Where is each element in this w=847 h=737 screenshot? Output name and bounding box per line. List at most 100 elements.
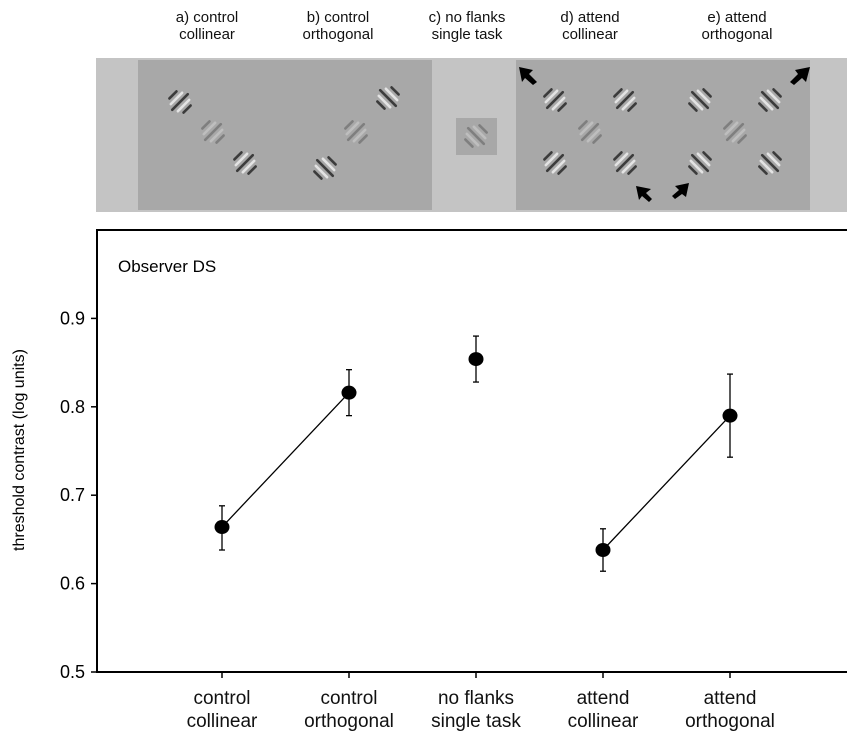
gabor-stripe: [696, 89, 711, 104]
gabor-stripe: [557, 165, 567, 175]
gabor-stripe: [466, 126, 486, 146]
gabor: [233, 151, 257, 175]
arrow: [790, 67, 810, 85]
panel-square: [456, 118, 497, 155]
gabor: [613, 88, 637, 112]
gabor-stripe: [376, 100, 386, 110]
gabor-stripe: [247, 165, 257, 175]
gabor-stripe: [760, 153, 780, 173]
gabor: [758, 88, 782, 112]
gabor-stripe: [758, 165, 768, 175]
x-tick-label: attend collinear: [567, 688, 639, 732]
gabor-stripe: [772, 151, 782, 161]
gabor-stripe: [545, 153, 565, 173]
gabor-stripe: [723, 120, 733, 130]
gabor-stripe: [688, 165, 698, 175]
gabor-stripe: [613, 88, 623, 98]
gabor-stripe: [233, 151, 243, 161]
gabors: [168, 86, 782, 180]
gabor-stripe: [544, 152, 559, 167]
gabor-stripe: [551, 159, 566, 174]
gabor-stripe: [472, 125, 487, 140]
data-point: [341, 385, 357, 400]
gabor-stripe: [215, 134, 225, 144]
gabor-stripe: [758, 102, 768, 112]
gabor-stripe: [689, 96, 704, 111]
y-axis-label: threshold contrast (log units): [11, 349, 28, 551]
gabor-stripe: [688, 102, 698, 112]
gabor: [723, 120, 747, 144]
stimulus-label: b) control orthogonal: [302, 9, 374, 44]
gabor: [758, 151, 782, 175]
y-tick-label: 0.7: [60, 485, 85, 505]
gabor-stripe: [321, 157, 336, 172]
gabor-stripe: [578, 120, 588, 130]
gabor: [543, 88, 567, 112]
data-point: [722, 408, 738, 423]
gabor-stripe: [627, 102, 637, 112]
data-point: [595, 543, 611, 558]
y-tick-label: 0.8: [60, 397, 85, 417]
x-tick-label: no flanks single task: [431, 688, 521, 732]
gabor-stripe: [614, 152, 629, 167]
arrows: [519, 67, 810, 202]
gabor: [613, 151, 637, 175]
panel-block: [138, 60, 432, 210]
gabor: [313, 156, 337, 180]
gabor-stripe: [725, 122, 745, 142]
gabor-stripe: [621, 159, 636, 174]
gabor-stripe: [543, 151, 553, 161]
y-tick-label: 0.5: [60, 662, 85, 682]
stimulus-label: d) attend collinear: [560, 9, 620, 44]
gabor-stripe: [586, 128, 601, 143]
gabor-stripe: [544, 89, 559, 104]
gabor-stripe: [201, 120, 211, 130]
gabor-stripe: [621, 96, 636, 111]
gabor-stripe: [358, 134, 368, 144]
gabor-stripe: [615, 90, 635, 110]
gabor-stripe: [696, 152, 711, 167]
gabor-stripe: [209, 128, 224, 143]
stimulus-label: e) attend orthogonal: [701, 9, 773, 44]
gabor-stripe: [772, 88, 782, 98]
arrow: [672, 183, 689, 199]
gabor-stripe: [378, 88, 398, 108]
arrow: [636, 186, 652, 202]
x-tick-label: attend orthogonal: [685, 688, 775, 732]
gabor-stripe: [737, 134, 747, 144]
gabor-stripe: [176, 98, 191, 113]
gabor-stripe: [234, 152, 249, 167]
gabor: [201, 120, 225, 144]
gabor: [376, 86, 400, 110]
gabor-stripe: [690, 153, 710, 173]
annotation: Observer DS: [118, 257, 216, 276]
gabor-stripe: [731, 128, 746, 143]
gabor-stripe: [614, 89, 629, 104]
data-point: [468, 352, 484, 367]
gabor-stripe: [760, 90, 780, 110]
gabor: [688, 88, 712, 112]
gabor-stripe: [314, 164, 329, 179]
gabor-stripe: [169, 91, 184, 106]
gabor-stripe: [377, 94, 392, 109]
gabor-stripe: [241, 159, 256, 174]
gabor-stripe: [579, 121, 594, 136]
gabor-stripe: [690, 90, 710, 110]
gabor: [168, 90, 192, 114]
gabor: [688, 151, 712, 175]
plot-frame: [96, 229, 847, 673]
gabor-stripe: [627, 165, 637, 175]
gabor-stripe: [615, 153, 635, 173]
gabor-stripe: [759, 96, 774, 111]
gabor-stripe: [203, 122, 223, 142]
gabor-stripe: [344, 120, 354, 130]
gabor: [578, 120, 602, 144]
gabor-stripe: [315, 158, 335, 178]
gabor-stripe: [202, 121, 217, 136]
data-point: [214, 520, 230, 535]
gabor-stripe: [724, 121, 739, 136]
gabor: [543, 151, 567, 175]
gabor-stripe: [465, 132, 480, 147]
y-tick-label: 0.9: [60, 308, 85, 328]
